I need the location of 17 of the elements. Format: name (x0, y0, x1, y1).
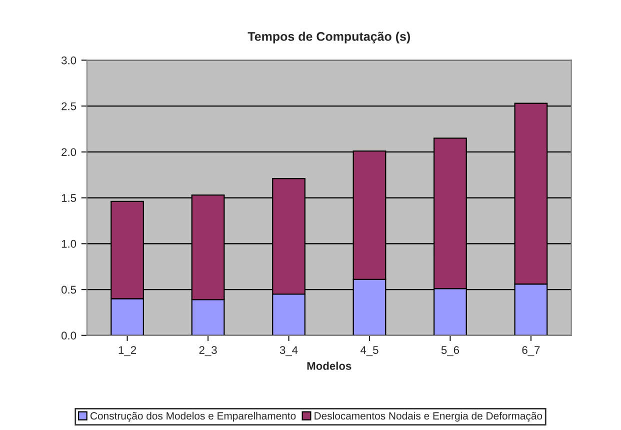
x-tick-label: 2_3 (199, 346, 217, 356)
y-tick-label: 2.5 (62, 102, 76, 110)
y-tick-label: 1.5 (62, 194, 76, 202)
x-tick-label: 3_4 (280, 346, 298, 356)
x-tick-label: 6_7 (522, 346, 540, 356)
y-tick-label: 3.0 (62, 56, 76, 64)
legend-label: Construção dos Modelos e Emparelhamento (90, 412, 296, 422)
y-tick-label: 0.5 (62, 286, 76, 294)
y-tick-label: 0.0 (62, 332, 76, 340)
y-tick-label: 1.0 (62, 240, 76, 248)
x-tick-label: 1_2 (118, 346, 136, 356)
x-tick-label: 4_5 (360, 346, 378, 356)
y-tick-label: 2.0 (62, 148, 76, 156)
legend-label: Deslocamentos Nodais e Energia de Deformação (314, 412, 542, 422)
x-axis-title: Modelos (307, 362, 352, 370)
x-tick-label: 5_6 (441, 346, 460, 356)
chart-title: Tempos de Computação (s) (248, 32, 410, 44)
